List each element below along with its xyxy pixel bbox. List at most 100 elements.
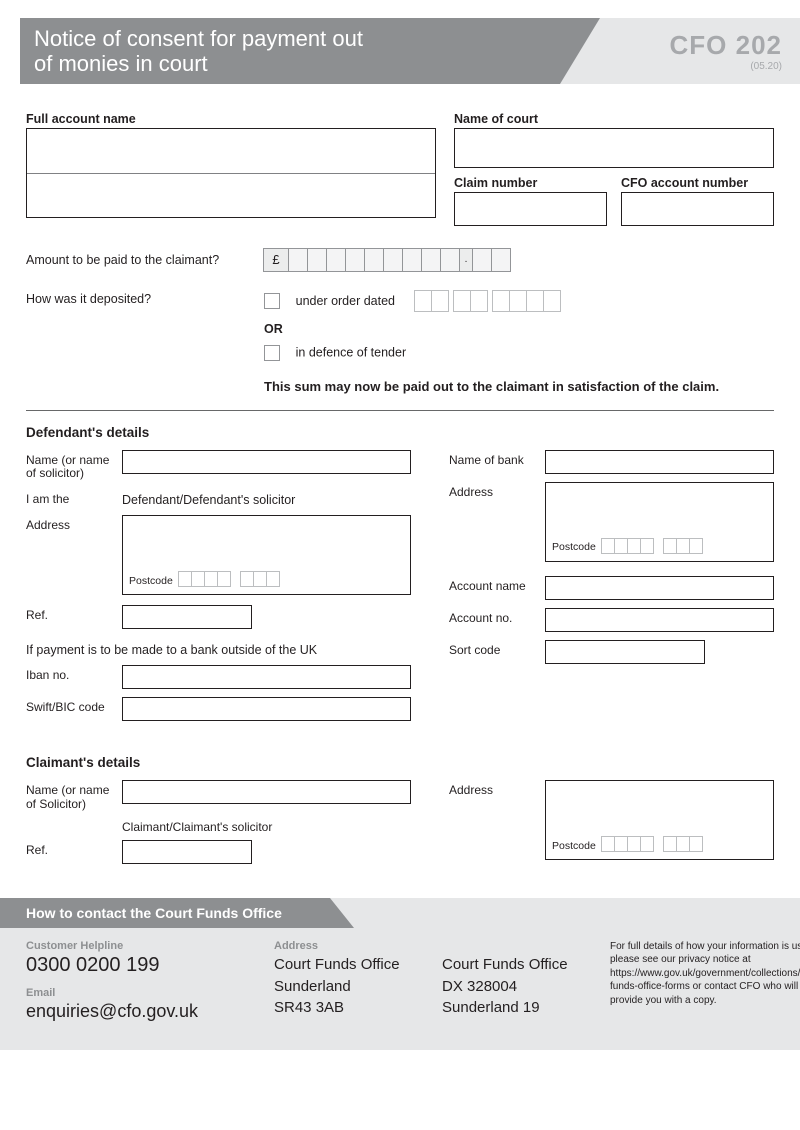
- amount-label: Amount to be paid to the claimant?: [26, 253, 264, 267]
- amount-row: Amount to be paid to the claimant? £ .: [26, 248, 774, 272]
- sort-code-label: Sort code: [449, 640, 545, 658]
- footer-head: How to contact the Court Funds Office: [0, 898, 800, 928]
- defendant-ref-input[interactable]: [122, 605, 252, 629]
- helpline-number: 0300 0200 199: [26, 954, 246, 977]
- deposit-label: How was it deposited?: [26, 290, 264, 306]
- claimant-role: Claimant/Claimant's solicitor: [122, 820, 411, 834]
- claimant-address-label: Address: [449, 780, 545, 798]
- bank-name-label: Name of bank: [449, 450, 545, 468]
- full-account-name-label: Full account name: [26, 112, 436, 126]
- title-line-2: of monies in court: [34, 51, 546, 76]
- defendant-right: Name of bank Address Postcode: [449, 450, 774, 730]
- header-banner: Notice of consent for payment out of mon…: [0, 18, 800, 84]
- deposit-option-1: under order dated: [296, 294, 395, 308]
- footer: How to contact the Court Funds Office Cu…: [0, 898, 800, 1050]
- deposit-checkbox-2[interactable]: [264, 345, 280, 361]
- defendant-ref-label: Ref.: [26, 605, 122, 623]
- email-address: enquiries@cfo.gov.uk: [26, 1001, 246, 1022]
- claimant-name-input[interactable]: [122, 780, 411, 804]
- defendant-left: Name (or name of solicitor) I am the Def…: [26, 450, 411, 730]
- cfo-account-label: CFO account number: [621, 176, 774, 190]
- sort-code-input[interactable]: [545, 640, 705, 664]
- claimant-address-input[interactable]: Postcode: [545, 780, 774, 860]
- defendant-cols: Name (or name of solicitor) I am the Def…: [26, 450, 774, 730]
- bank-address-label: Address: [449, 482, 545, 500]
- bank-postcode-input[interactable]: [602, 538, 703, 557]
- iban-label: Iban no.: [26, 665, 122, 683]
- claimant-ref-input[interactable]: [122, 840, 252, 864]
- claimant-postcode-row: Postcode: [552, 836, 703, 855]
- deposit-row: How was it deposited? under order dated …: [26, 290, 774, 361]
- banner-wedge: [560, 18, 600, 84]
- claim-number-label: Claim number: [454, 176, 607, 190]
- account-name-input[interactable]: [545, 576, 774, 600]
- addr2-l2: DX 328004: [442, 976, 582, 998]
- helpline-label: Customer Helpline: [26, 940, 246, 952]
- title-line-1: Notice of consent for payment out: [34, 26, 546, 51]
- cfo-account-input[interactable]: [621, 192, 774, 226]
- deposit-option-2-row: in defence of tender: [264, 344, 561, 361]
- defendant-address-label: Address: [26, 515, 122, 533]
- account-name-label: Account name: [449, 576, 545, 594]
- addr1-l1: Court Funds Office: [274, 954, 414, 976]
- footer-col-addr1: Address Court Funds Office Sunderland SR…: [274, 940, 414, 1032]
- top-row: Full account name Name of court Claim nu…: [26, 112, 774, 226]
- content: Full account name Name of court Claim nu…: [0, 112, 800, 872]
- claimant-right: Address Postcode: [449, 780, 774, 872]
- addr1-l3: SR43 3AB: [274, 997, 414, 1019]
- defendant-name-input[interactable]: [122, 450, 411, 474]
- addr1-l2: Sunderland: [274, 976, 414, 998]
- top-right-col: Name of court Claim number CFO account n…: [454, 112, 774, 226]
- footer-col-addr2: . Court Funds Office DX 328004 Sunderlan…: [442, 940, 582, 1032]
- form-code: CFO 202: [670, 30, 783, 61]
- deposit-options: under order dated OR in defence of tende…: [264, 290, 561, 361]
- claimant-title: Claimant's details: [26, 755, 774, 770]
- statement-text: This sum may now be paid out to the clai…: [264, 379, 774, 394]
- swift-input[interactable]: [122, 697, 411, 721]
- defendant-postcode-label: Postcode: [129, 575, 173, 587]
- deposit-or: OR: [264, 322, 561, 336]
- claimant-postcode-label: Postcode: [552, 840, 596, 852]
- defendant-postcode-row: Postcode: [129, 571, 280, 590]
- footer-col-contact: Customer Helpline 0300 0200 199 Email en…: [26, 940, 246, 1032]
- form-code-block: CFO 202 (05.20): [670, 30, 783, 72]
- bank-postcode-row: Postcode: [552, 538, 703, 557]
- decimal-separator: .: [459, 248, 473, 272]
- deposit-checkbox-1[interactable]: [264, 293, 280, 309]
- bank-postcode-label: Postcode: [552, 541, 596, 553]
- amount-input[interactable]: £ .: [264, 248, 511, 272]
- bank-name-input[interactable]: [545, 450, 774, 474]
- defendant-address-input[interactable]: Postcode: [122, 515, 411, 595]
- top-left-col: Full account name: [26, 112, 436, 226]
- addr2-l1: Court Funds Office: [442, 954, 582, 976]
- footer-head-right-bg: [354, 898, 800, 928]
- separator-1: [26, 410, 774, 411]
- defendant-postcode-input[interactable]: [179, 571, 280, 590]
- claimant-ref-label: Ref.: [26, 840, 122, 858]
- claimant-postcode-input[interactable]: [602, 836, 703, 855]
- name-of-court-label: Name of court: [454, 112, 774, 126]
- outside-uk-note: If payment is to be made to a bank outsi…: [26, 643, 411, 657]
- defendant-name-label: Name (or name of solicitor): [26, 450, 122, 482]
- deposit-option-2: in defence of tender: [296, 346, 407, 360]
- swift-label: Swift/BIC code: [26, 697, 122, 715]
- claimant-name-label: Name (or name of Solicitor): [26, 780, 122, 812]
- defendant-title: Defendant's details: [26, 425, 774, 440]
- defendant-iam-value: Defendant/Defendant's solicitor: [122, 489, 411, 507]
- bank-address-input[interactable]: Postcode: [545, 482, 774, 562]
- footer-body: Customer Helpline 0300 0200 199 Email en…: [0, 928, 800, 1050]
- defendant-iam-label: I am the: [26, 489, 122, 507]
- claimant-cols: Name (or name of Solicitor) Claimant/Cla…: [26, 780, 774, 872]
- full-account-name-input[interactable]: [26, 128, 436, 218]
- order-date-input[interactable]: [415, 290, 561, 312]
- address-label: Address: [274, 940, 414, 952]
- deposit-option-1-row: under order dated: [264, 290, 561, 312]
- account-no-input[interactable]: [545, 608, 774, 632]
- claim-cfo-row: Claim number CFO account number: [454, 176, 774, 226]
- claimant-left: Name (or name of Solicitor) Claimant/Cla…: [26, 780, 411, 872]
- claim-number-input[interactable]: [454, 192, 607, 226]
- full-account-name-split: [27, 173, 435, 217]
- banner-title-block: Notice of consent for payment out of mon…: [20, 18, 560, 84]
- iban-input[interactable]: [122, 665, 411, 689]
- name-of-court-input[interactable]: [454, 128, 774, 168]
